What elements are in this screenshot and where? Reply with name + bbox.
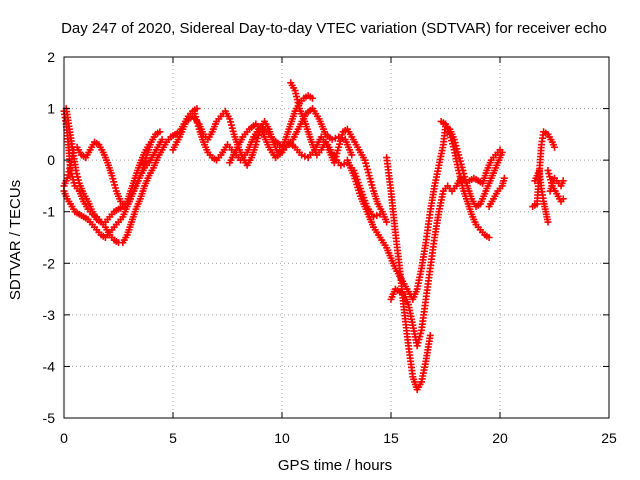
data-point xyxy=(276,141,284,149)
data-point xyxy=(373,212,381,220)
data-point xyxy=(74,173,82,181)
data-point xyxy=(337,161,345,169)
data-point xyxy=(74,176,82,184)
data-point xyxy=(485,234,493,241)
data-point xyxy=(328,136,336,144)
data-point xyxy=(64,171,72,179)
data-point xyxy=(559,177,567,185)
data-point xyxy=(559,195,567,203)
x-axis-ticks: 0 5 10 15 20 25 xyxy=(60,57,617,446)
data-point xyxy=(73,170,81,178)
y-axis-ticks: -5 -4 -3 -2 -1 0 1 2 xyxy=(43,49,609,426)
y-tick-label: -5 xyxy=(43,410,56,426)
data-point xyxy=(348,151,356,159)
data-point xyxy=(500,174,508,182)
data-point xyxy=(426,331,434,339)
data-point xyxy=(496,146,504,154)
chart-title: Day 247 of 2020, Sidereal Day-to-day VTE… xyxy=(61,20,607,37)
data-point xyxy=(383,218,391,226)
data-points xyxy=(60,79,567,394)
data-point xyxy=(156,128,164,136)
data-point xyxy=(340,160,348,168)
y-tick-label: 2 xyxy=(47,49,55,65)
data-point xyxy=(551,143,558,151)
data-point xyxy=(193,105,201,113)
x-tick-label: 25 xyxy=(601,430,617,446)
y-tick-label: -4 xyxy=(43,358,56,374)
y-tick-label: -2 xyxy=(43,255,56,271)
x-axis-label: GPS time / hours xyxy=(278,457,392,474)
data-point xyxy=(544,218,552,226)
data-point xyxy=(158,136,166,144)
y-tick-label: -1 xyxy=(43,204,56,220)
x-tick-label: 15 xyxy=(383,430,399,446)
data-point xyxy=(331,134,339,142)
y-axis-label: SDTVAR / TECUs xyxy=(7,180,24,300)
data-point xyxy=(72,166,80,174)
y-tick-label: 0 xyxy=(47,152,55,168)
data-point xyxy=(66,165,74,173)
data-point xyxy=(309,94,317,102)
data-point xyxy=(65,168,73,176)
data-point xyxy=(63,174,71,182)
data-point xyxy=(298,151,306,159)
x-tick-label: 5 xyxy=(169,430,177,446)
grid-lines xyxy=(64,57,609,418)
x-tick-label: 20 xyxy=(492,430,508,446)
data-point xyxy=(145,141,153,149)
plot-frame xyxy=(63,56,610,419)
data-point xyxy=(301,152,309,160)
x-tick-label: 10 xyxy=(274,430,290,446)
y-tick-label: -3 xyxy=(43,307,56,323)
x-tick-label: 0 xyxy=(60,430,68,446)
y-tick-label: 1 xyxy=(47,101,55,117)
